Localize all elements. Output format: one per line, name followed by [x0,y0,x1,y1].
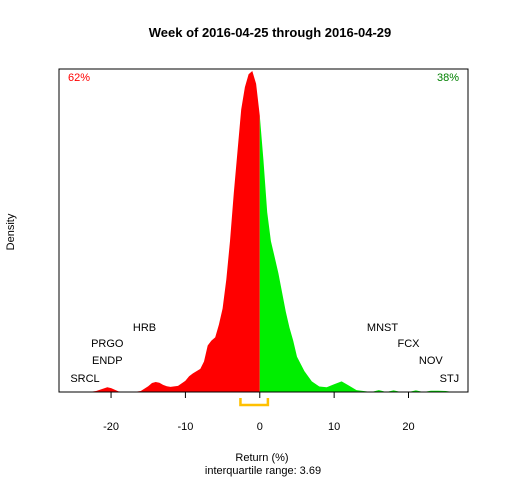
x-axis: -20 -10 0 10 20 [103,392,415,433]
iqr-bracket [239,398,270,407]
plot-frame [58,68,469,393]
x-tick-label: 20 [402,421,414,433]
stock-label: PRGO [91,338,124,350]
stock-label: ENDP [92,355,123,367]
stock-label: SRCL [70,373,99,385]
stock-label: NOV [419,355,444,367]
x-axis-label: Return (%) [235,452,288,464]
chart-title: Week of 2016-04-25 through 2016-04-29 [149,25,392,40]
y-axis-label: Density [5,213,17,250]
negative-returns-area [73,71,260,392]
stock-label: FCX [398,338,421,350]
stock-label: HRB [133,322,156,334]
positive-share-label: 38% [437,72,459,84]
stock-label: MNST [367,322,398,334]
x-tick-label: 10 [328,421,340,433]
negative-share-label: 62% [68,72,90,84]
positive-returns-area [259,115,461,393]
iqr-caption: interquartile range: 3.69 [205,465,321,477]
x-tick-label: -10 [177,421,193,433]
stock-label: STJ [440,373,460,385]
x-tick-label: 0 [257,421,263,433]
x-tick-label: -20 [103,421,119,433]
